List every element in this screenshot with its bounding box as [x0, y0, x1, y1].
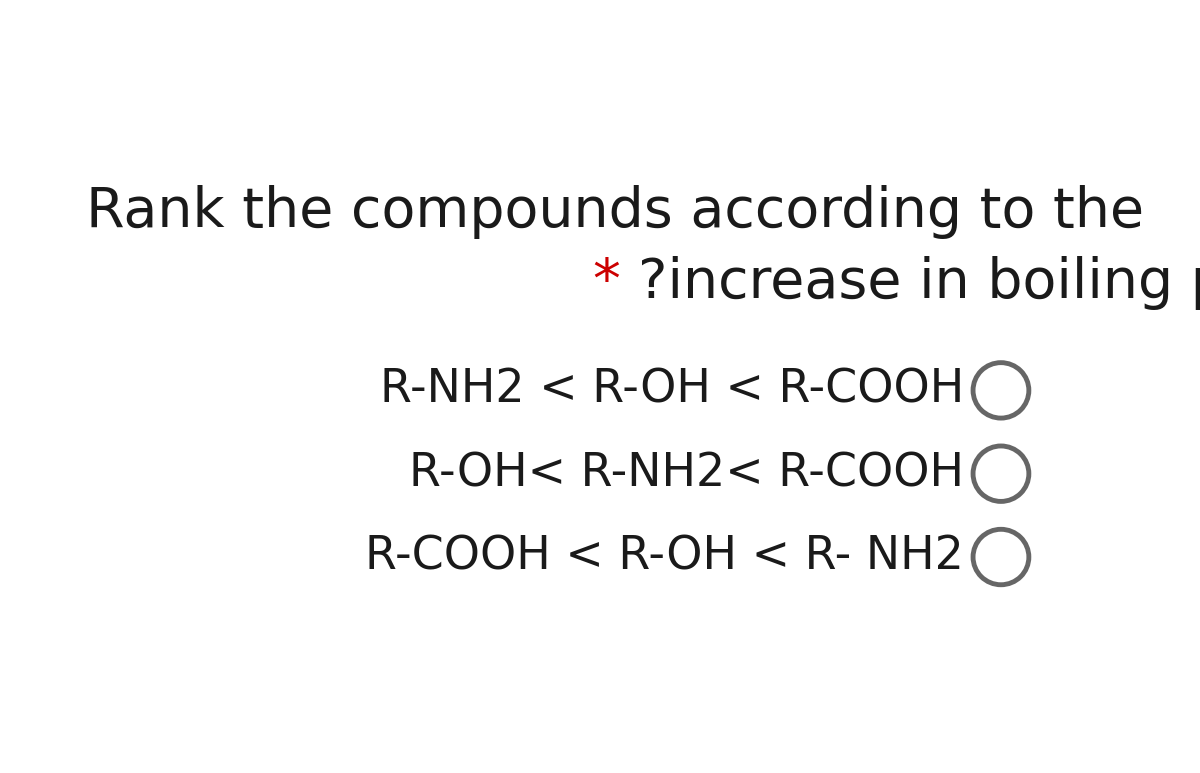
Text: R-OH< R-NH2< R-COOH: R-OH< R-NH2< R-COOH	[409, 451, 964, 496]
Text: ?increase in boiling point: ?increase in boiling point	[638, 256, 1200, 310]
Text: R-COOH < R-OH < R- NH2: R-COOH < R-OH < R- NH2	[365, 534, 964, 580]
Text: R-NH2 < R-OH < R-COOH: R-NH2 < R-OH < R-COOH	[379, 368, 964, 413]
Text: Rank the compounds according to the: Rank the compounds according to the	[86, 185, 1144, 239]
Text: *: *	[593, 256, 638, 310]
